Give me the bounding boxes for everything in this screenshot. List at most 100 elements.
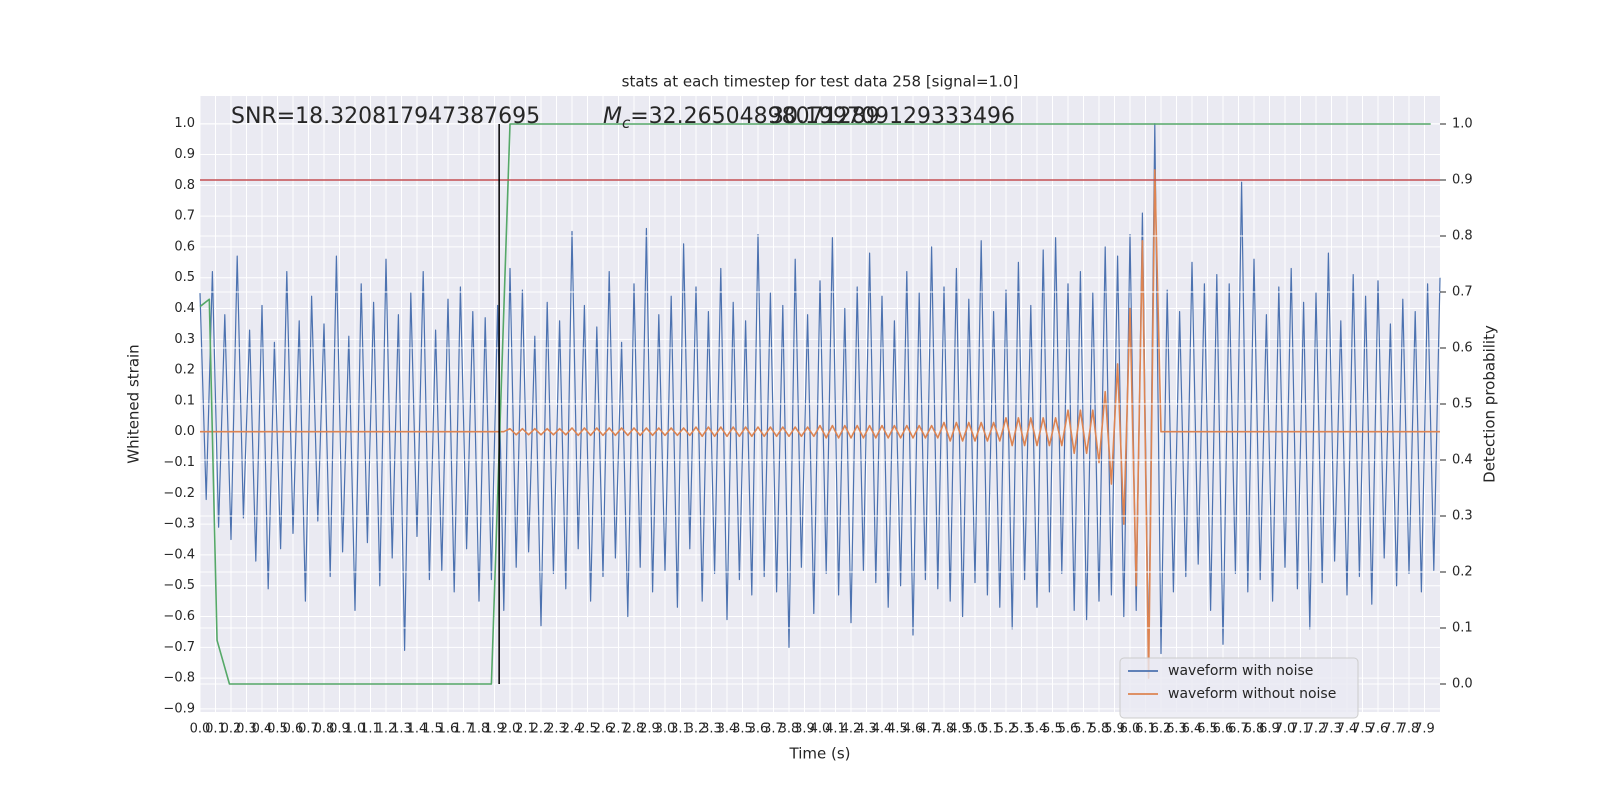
x-tick-label: 2.0 xyxy=(500,722,521,737)
x-tick-label: 6.4 xyxy=(1182,722,1203,737)
chirp-mass-symbol: M xyxy=(603,104,622,129)
x-tick-label: 4.5 xyxy=(887,722,908,737)
x-tick-label: 5.2 xyxy=(996,722,1017,737)
y2-tick-label: 0.2 xyxy=(1452,565,1473,580)
x-tick-label: 7.6 xyxy=(1368,722,1389,737)
y-tick-label: −0.9 xyxy=(163,701,195,716)
x-tick-label: 4.7 xyxy=(918,722,939,737)
y-tick-label: 0.3 xyxy=(174,332,195,347)
y-tick-label: 0.1 xyxy=(174,393,195,408)
x-tick-label: 7.8 xyxy=(1399,722,1420,737)
y2-tick-label: 0.5 xyxy=(1452,397,1473,412)
y2-tick-label: 0.9 xyxy=(1452,173,1473,188)
y-tick-label: 0.0 xyxy=(174,424,195,439)
x-tick-label: 0.8 xyxy=(314,722,335,737)
x-tick-label: 4.6 xyxy=(903,722,924,737)
x-tick-label: 1.8 xyxy=(469,722,490,737)
x-tick-label: 7.0 xyxy=(1275,722,1296,737)
x-tick-label: 2.7 xyxy=(608,722,629,737)
x-tick-label: 4.2 xyxy=(841,722,862,737)
x-tick-label: 0.3 xyxy=(236,722,257,737)
y2-tick-label: 1.0 xyxy=(1452,117,1473,132)
y-tick-label: −0.8 xyxy=(163,671,195,686)
x-tick-label: 1.4 xyxy=(407,722,428,737)
y-tick-label: 0.4 xyxy=(174,301,195,316)
x-tick-label: 0.7 xyxy=(298,722,319,737)
y-tick-label: −0.4 xyxy=(163,547,195,562)
x-tick-label: 6.7 xyxy=(1228,722,1249,737)
x-tick-label: 5.7 xyxy=(1073,722,1094,737)
x-tick-label: 2.6 xyxy=(593,722,614,737)
x-tick-label: 1.0 xyxy=(345,722,366,737)
x-tick-label: 3.1 xyxy=(670,722,691,737)
x-tick-label: 2.3 xyxy=(546,722,567,737)
y-tick-label: 0.6 xyxy=(174,239,195,254)
x-tick-label: 5.4 xyxy=(1027,722,1048,737)
x-tick-label: 3.7 xyxy=(763,722,784,737)
x-tick-label: 3.4 xyxy=(717,722,738,737)
x-tick-label: 0.1 xyxy=(205,722,226,737)
chirp-mass-subscript: c xyxy=(622,114,631,132)
y2-tick-label: 0.3 xyxy=(1452,509,1473,524)
x-tick-label: 5.0 xyxy=(965,722,986,737)
extra-annotation: 30.199709129333496 xyxy=(770,104,1015,129)
x-tick-label: 3.2 xyxy=(686,722,707,737)
x-tick-label: 5.5 xyxy=(1042,722,1063,737)
x-tick-label: 7.1 xyxy=(1290,722,1311,737)
legend-box xyxy=(1119,657,1359,719)
x-tick-label: 6.6 xyxy=(1213,722,1234,737)
x-tick-label: 7.4 xyxy=(1337,722,1358,737)
y2-tick-label: 0.7 xyxy=(1452,285,1473,300)
y2-tick-label: 0.1 xyxy=(1452,621,1473,636)
x-axis-label: Time (s) xyxy=(789,745,851,763)
x-tick-label: 1.2 xyxy=(376,722,397,737)
x-tick-label: 0.5 xyxy=(267,722,288,737)
x-tick-label: 6.1 xyxy=(1135,722,1156,737)
x-tick-label: 6.3 xyxy=(1166,722,1187,737)
x-tick-label: 2.1 xyxy=(515,722,536,737)
y2-tick-label: 0.0 xyxy=(1452,677,1473,692)
x-tick-label: 3.8 xyxy=(779,722,800,737)
secondary-data-layer xyxy=(199,123,1440,685)
x-tick-label: 4.4 xyxy=(872,722,893,737)
y-tick-label: −0.7 xyxy=(163,640,195,655)
x-tick-label: 4.3 xyxy=(856,722,877,737)
y-tick-label: 0.8 xyxy=(174,178,195,193)
x-tick-label: 3.6 xyxy=(748,722,769,737)
x-tick-label: 3.5 xyxy=(732,722,753,737)
x-tick-label: 7.3 xyxy=(1321,722,1342,737)
x-tick-label: 1.5 xyxy=(422,722,443,737)
x-tick-label: 5.8 xyxy=(1089,722,1110,737)
x-tick-label: 6.5 xyxy=(1197,722,1218,737)
x-tick-label: 0.4 xyxy=(252,722,273,737)
x-tick-label: 0.6 xyxy=(283,722,304,737)
x-tick-label: 5.3 xyxy=(1011,722,1032,737)
x-tick-label: 7.2 xyxy=(1306,722,1327,737)
x-tick-label: 4.9 xyxy=(949,722,970,737)
y-tick-label: −0.6 xyxy=(163,609,195,624)
text-layer: stats at each timestep for test data 258… xyxy=(125,73,1499,763)
y-tick-label: 0.9 xyxy=(174,147,195,162)
x-tick-label: 1.7 xyxy=(453,722,474,737)
x-tick-label: 2.9 xyxy=(639,722,660,737)
y2-tick-label: 0.6 xyxy=(1452,341,1473,356)
chirp-mass-annotation: Mc=32.26504898071289 xyxy=(603,104,880,132)
data-line xyxy=(200,169,1440,679)
x-tick-label: 3.3 xyxy=(701,722,722,737)
x-tick-label: 6.8 xyxy=(1244,722,1265,737)
x-tick-label: 3.9 xyxy=(794,722,815,737)
x-tick-label: 4.1 xyxy=(825,722,846,737)
y-tick-label: 0.2 xyxy=(174,363,195,378)
x-tick-label: 0.9 xyxy=(329,722,350,737)
y-tick-label: 0.7 xyxy=(174,209,195,224)
x-tick-label: 1.9 xyxy=(484,722,505,737)
y-tick-label: −0.5 xyxy=(163,578,195,593)
chart-title: stats at each timestep for test data 258… xyxy=(622,73,1019,91)
x-tick-label: 1.6 xyxy=(438,722,459,737)
snr-annotation: SNR=18.320817947387695 xyxy=(231,104,540,129)
legend: waveform with noise waveform without nois… xyxy=(1119,657,1359,719)
legend-label: waveform without noise xyxy=(1168,686,1336,702)
legend-label: waveform with noise xyxy=(1168,663,1313,679)
